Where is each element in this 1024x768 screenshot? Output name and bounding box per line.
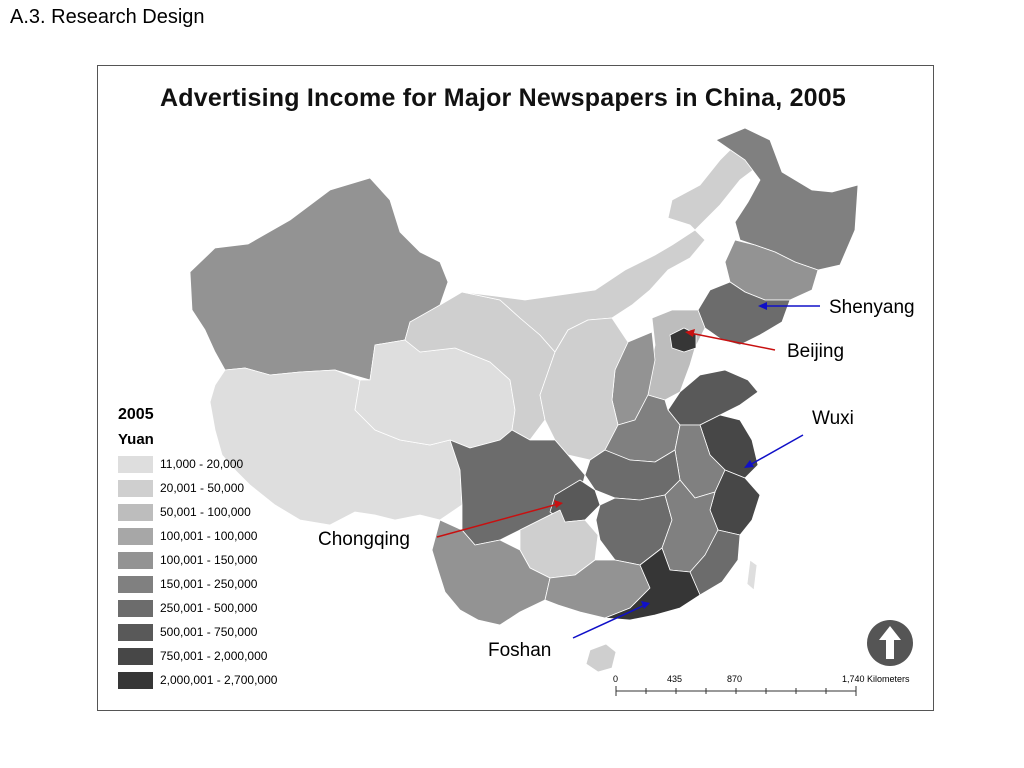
legend-swatch [118, 456, 153, 473]
legend-swatch [118, 528, 153, 545]
legend-label: 100,001 - 150,000 [160, 553, 258, 567]
arrowhead-beijing [685, 329, 695, 337]
scale-bar [615, 686, 857, 696]
callout-beijing: Beijing [787, 341, 845, 362]
callout-foshan: Foshan [488, 640, 552, 661]
legend-year: 2005 [118, 406, 154, 423]
legend-swatch [118, 480, 153, 497]
region-jilin [724, 239, 819, 301]
scale-label-870: 870 [727, 674, 743, 684]
arrow-foshan [572, 604, 646, 639]
legend-label: 250,001 - 500,000 [160, 601, 258, 615]
legend-swatch [118, 648, 153, 665]
legend-label: 500,001 - 750,000 [160, 625, 258, 639]
callout-wuxi: Wuxi [812, 408, 854, 429]
map-title: Advertising Income for Major Newspapers … [160, 84, 846, 112]
legend-swatch [118, 576, 153, 593]
region-hainan [585, 643, 617, 673]
legend-swatch [118, 600, 153, 617]
region-taiwan [746, 559, 758, 591]
legend-swatch [118, 672, 153, 689]
legend-label: 2,000,001 - 2,700,000 [160, 673, 278, 687]
legend-swatch [118, 504, 153, 521]
callout-shenyang: Shenyang [829, 297, 915, 318]
legend-swatch [118, 624, 153, 641]
arrowhead-foshan [641, 601, 650, 609]
arrow-chongqing [436, 503, 559, 538]
callout-arrows [436, 302, 820, 639]
arrow-wuxi [747, 434, 804, 467]
legend-label: 11,000 - 20,000 [160, 457, 244, 471]
arrow-beijing [689, 332, 776, 351]
scale-label-0: 0 [613, 674, 619, 684]
region-tibet [209, 367, 463, 526]
legend-label: 750,001 - 2,000,000 [160, 649, 268, 663]
legend-label: 100,001 - 100,000 [160, 529, 258, 543]
legend-label: 150,001 - 250,000 [160, 577, 258, 591]
scale-label-1740: 1,740 Kilometers [842, 674, 910, 684]
arrowhead-shenyang [758, 302, 767, 310]
arrowhead-wuxi [744, 460, 754, 468]
region-yunnan [431, 519, 551, 626]
region-guangdong [604, 547, 701, 621]
legend-unit: Yuan [118, 431, 154, 448]
legend-label: 50,001 - 100,000 [160, 505, 251, 519]
north-arrow-icon [867, 620, 913, 666]
arrowhead-chongqing [554, 500, 563, 508]
legend-swatch [118, 552, 153, 569]
legend-label: 20,001 - 50,000 [160, 481, 245, 495]
callout-chongqing: Chongqing [318, 529, 410, 550]
scale-label-435: 435 [667, 674, 683, 684]
slide-title: A.3. Research Design [10, 6, 205, 28]
